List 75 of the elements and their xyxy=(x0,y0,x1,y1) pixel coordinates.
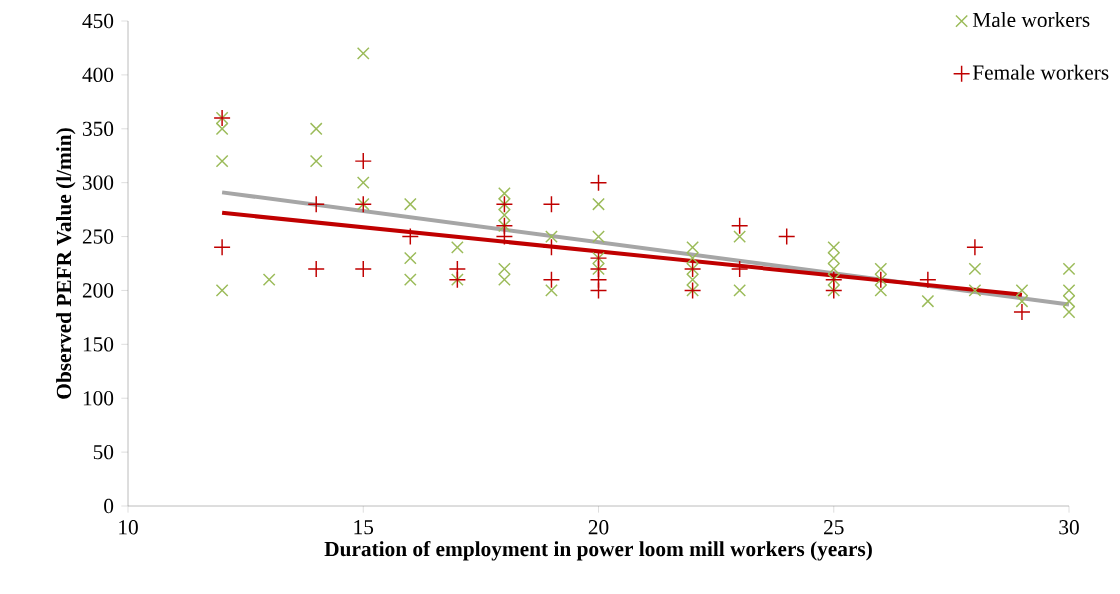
point xyxy=(1015,294,1029,308)
point xyxy=(307,260,325,278)
point xyxy=(545,230,558,243)
point xyxy=(450,240,464,254)
point xyxy=(356,46,370,60)
y-axis-title: Observed PEFR Value (l/min) xyxy=(56,128,76,399)
point xyxy=(966,238,984,257)
point xyxy=(215,154,229,168)
legend-label: Female workers xyxy=(972,64,1109,80)
point xyxy=(309,154,323,168)
point xyxy=(1062,262,1076,276)
x-tick-label: 30 xyxy=(1059,520,1079,535)
point xyxy=(919,270,937,289)
point xyxy=(498,208,511,222)
point xyxy=(733,284,747,297)
point xyxy=(968,284,982,297)
point xyxy=(874,284,888,297)
y-tick-label: 450 xyxy=(82,13,114,29)
point xyxy=(686,273,699,287)
y-tick-label: 400 xyxy=(82,67,114,83)
y-tick-label: 250 xyxy=(82,229,114,244)
legend-label: Male workers xyxy=(972,12,1090,28)
point xyxy=(309,122,323,136)
point xyxy=(307,195,325,213)
point xyxy=(354,152,372,170)
point xyxy=(215,122,229,136)
point xyxy=(545,284,558,297)
x-tick-label: 25 xyxy=(824,520,844,535)
point xyxy=(730,260,749,278)
x-tick-label: 10 xyxy=(119,520,138,535)
point xyxy=(968,262,982,276)
point xyxy=(498,187,511,200)
point xyxy=(403,197,417,211)
point xyxy=(354,260,372,278)
point xyxy=(401,227,420,246)
point xyxy=(827,251,841,265)
point xyxy=(213,238,231,257)
y-tick-label: 200 xyxy=(82,283,114,298)
y-tick-label: 100 xyxy=(83,391,114,406)
point xyxy=(403,273,417,287)
point xyxy=(827,262,841,276)
point xyxy=(733,230,747,243)
point xyxy=(686,251,699,265)
point xyxy=(686,240,699,254)
x-tick-label: 20 xyxy=(588,520,609,535)
point xyxy=(542,195,561,213)
point xyxy=(730,217,749,235)
point xyxy=(403,251,417,265)
y-tick-label: 0 xyxy=(104,498,114,514)
point xyxy=(498,262,511,276)
y-tick-label: 300 xyxy=(82,175,114,190)
point xyxy=(921,294,935,308)
point xyxy=(874,262,888,276)
y-tick-label: 350 xyxy=(82,121,114,136)
point xyxy=(262,273,276,287)
point xyxy=(589,173,608,192)
x-axis-title: Duration of employment in power loom mill workers (years) xyxy=(324,540,872,561)
point xyxy=(495,227,514,246)
point xyxy=(1062,305,1076,319)
point xyxy=(1062,284,1076,297)
point xyxy=(777,227,796,246)
point xyxy=(1015,284,1029,297)
y-tick-label: 150 xyxy=(83,337,114,352)
point xyxy=(827,240,841,254)
point xyxy=(356,176,370,190)
y-tick-label: 50 xyxy=(93,444,114,460)
point xyxy=(589,281,608,300)
point xyxy=(542,270,561,289)
point xyxy=(592,197,605,211)
point xyxy=(215,284,229,297)
point xyxy=(1062,294,1076,308)
point xyxy=(592,230,605,243)
point xyxy=(498,273,511,287)
point xyxy=(1013,303,1031,321)
x-tick-label: 15 xyxy=(354,520,374,535)
